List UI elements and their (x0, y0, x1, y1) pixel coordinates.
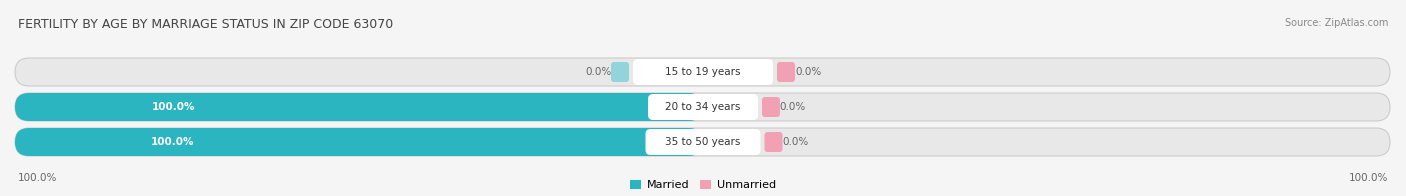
FancyBboxPatch shape (15, 93, 703, 121)
Text: FERTILITY BY AGE BY MARRIAGE STATUS IN ZIP CODE 63070: FERTILITY BY AGE BY MARRIAGE STATUS IN Z… (18, 18, 394, 31)
Text: 100.0%: 100.0% (1348, 173, 1388, 183)
FancyBboxPatch shape (15, 128, 1391, 156)
FancyBboxPatch shape (762, 97, 780, 117)
Text: 0.0%: 0.0% (585, 67, 612, 77)
Text: Source: ZipAtlas.com: Source: ZipAtlas.com (1285, 18, 1388, 28)
FancyBboxPatch shape (612, 62, 628, 82)
Text: 20 to 34 years: 20 to 34 years (665, 102, 741, 112)
FancyBboxPatch shape (633, 59, 773, 85)
Text: 15 to 19 years: 15 to 19 years (665, 67, 741, 77)
FancyBboxPatch shape (778, 62, 794, 82)
Text: 100.0%: 100.0% (152, 102, 195, 112)
Text: 35 to 50 years: 35 to 50 years (665, 137, 741, 147)
Text: 0.0%: 0.0% (782, 137, 808, 147)
Text: 100.0%: 100.0% (150, 137, 194, 147)
Text: 0.0%: 0.0% (780, 102, 806, 112)
FancyBboxPatch shape (15, 128, 703, 156)
FancyBboxPatch shape (648, 94, 758, 120)
Text: 0.0%: 0.0% (794, 67, 821, 77)
FancyBboxPatch shape (15, 58, 1391, 86)
FancyBboxPatch shape (645, 129, 761, 155)
FancyBboxPatch shape (765, 132, 783, 152)
Legend: Married, Unmarried: Married, Unmarried (630, 180, 776, 191)
FancyBboxPatch shape (15, 93, 1391, 121)
Text: 100.0%: 100.0% (18, 173, 58, 183)
